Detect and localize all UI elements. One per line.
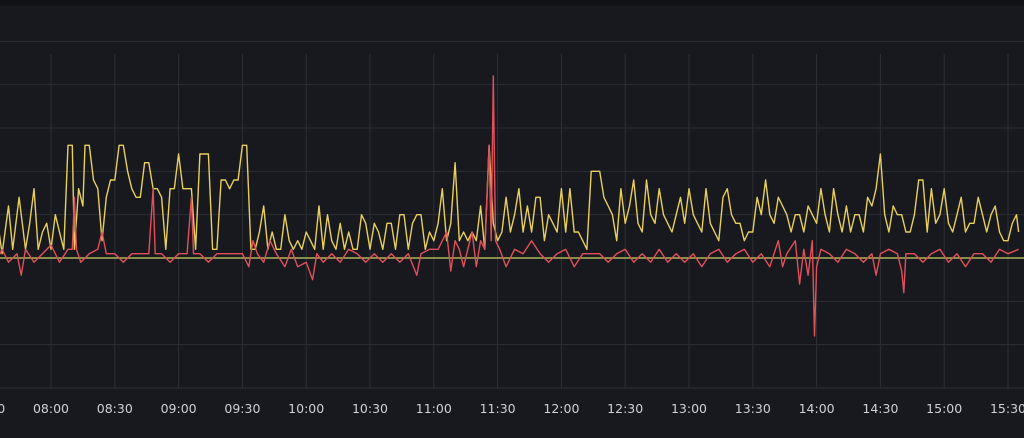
x-tick-label: 10:00 [288,401,324,416]
x-tick-label: 13:30 [735,401,771,416]
x-tick-label: 13:00 [671,401,707,416]
series-layer [0,75,1024,337]
x-tick-label: 11:30 [480,401,516,416]
x-tick-label: 11:00 [416,401,452,416]
x-tick-label: 09:30 [224,401,260,416]
x-tick-label: 07:30 [0,401,5,416]
x-tick-label: 08:30 [97,401,133,416]
x-tick-label: 15:00 [926,401,962,416]
x-tick-label: 12:30 [607,401,643,416]
series-line [0,75,1019,337]
series-0 [0,144,1020,255]
x-tick-label: 15:30 [990,401,1024,416]
grid [0,40,1024,389]
series-1 [0,75,1019,337]
x-tick-label: 14:00 [799,401,835,416]
x-tick-label: 08:00 [33,401,69,416]
x-tick-label: 12:00 [543,401,579,416]
x-tick-label: 10:30 [352,401,388,416]
x-tick-label: 09:00 [161,401,197,416]
x-axis-ticks: 07:30 08:00 08:30 09:00 09:30 10:00 10:30 11:00… [0,401,1024,416]
panel-header-strip [0,0,1024,6]
x-tick-label: 14:30 [862,401,898,416]
